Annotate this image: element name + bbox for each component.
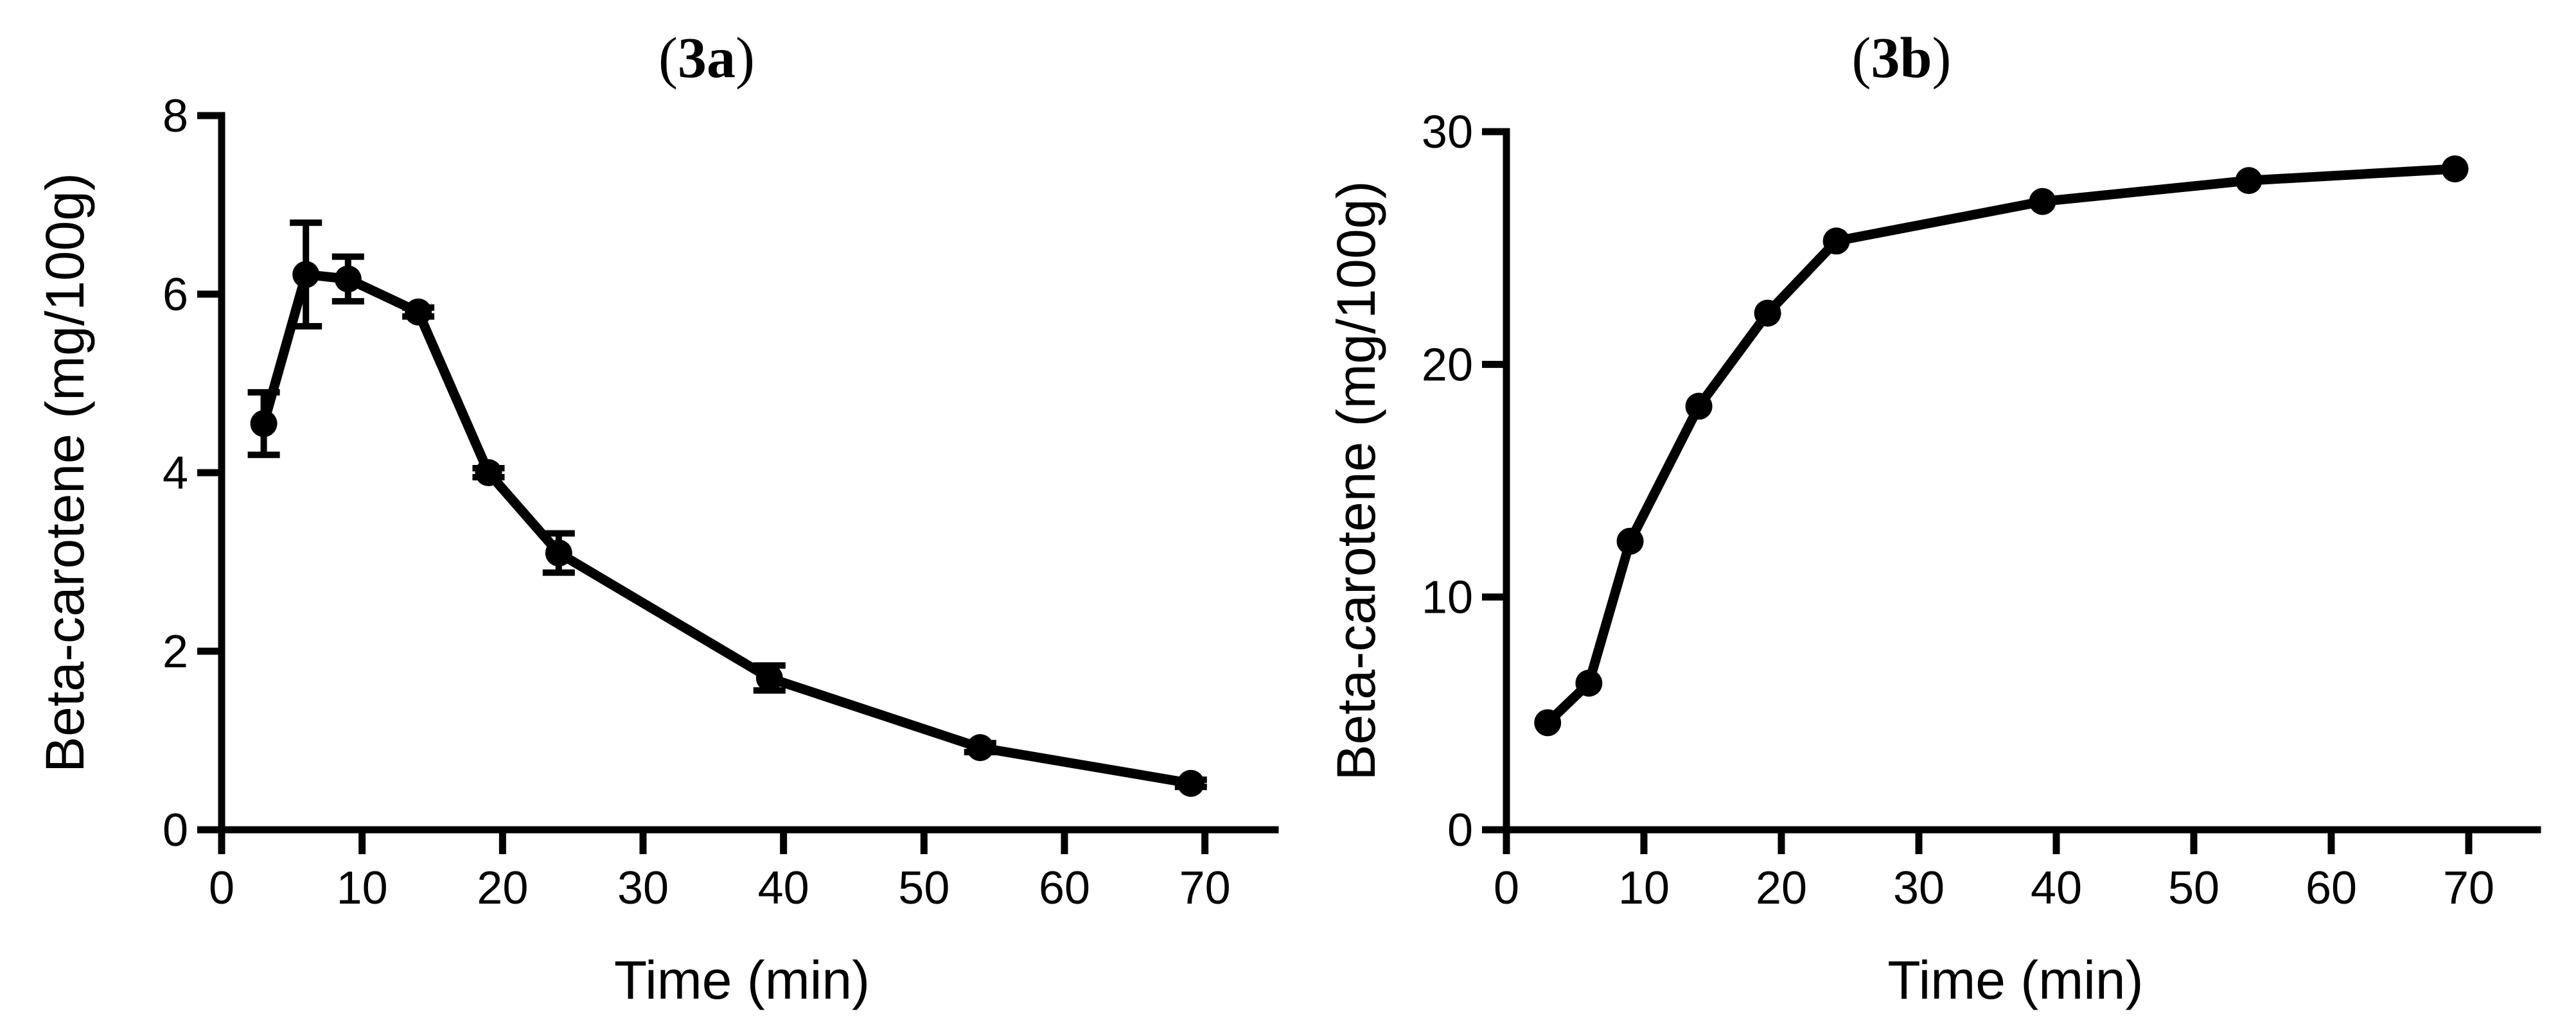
x-axis-label: Time (min): [1887, 950, 2143, 1010]
x-tick-label: 20: [477, 863, 528, 914]
series-line: [1542, 164, 2460, 728]
x-tick-label: 20: [1756, 863, 1807, 914]
x-tick-label: 70: [2443, 863, 2494, 914]
y-tick-label: 30: [1422, 107, 1473, 158]
x-tick-label: 40: [758, 863, 809, 914]
data-point: [1616, 527, 1644, 555]
y-tick-label: 2: [163, 626, 188, 678]
data-point: [2441, 155, 2469, 182]
series-line: [259, 269, 1196, 789]
data-point: [405, 298, 432, 326]
data-point: [250, 410, 278, 437]
data-point: [2235, 167, 2263, 195]
data-point: [966, 734, 994, 762]
data-point: [1754, 299, 1781, 327]
y-tick-label: 4: [163, 448, 188, 499]
x-tick-label: 40: [2031, 863, 2082, 914]
data-point: [1177, 769, 1204, 797]
chart-panel-3a: (3a) 0 2 4 6 8 0 10 20 30 40 50 60 70 Time (min) Beta-c…: [35, 26, 1279, 1010]
data-point: [545, 539, 572, 567]
y-tick-label: 10: [1422, 572, 1473, 624]
data-point: [475, 459, 502, 486]
y-tick-label: 20: [1422, 339, 1473, 390]
data-point: [755, 664, 783, 692]
data-point: [1822, 227, 1850, 255]
x-tick-label: 30: [1893, 863, 1945, 914]
y-axis-label: Beta-carotene (mg/100g): [1326, 181, 1386, 781]
data-point: [1685, 392, 1713, 420]
x-tick-label: 10: [337, 863, 388, 914]
x-axis-label: Time (min): [614, 950, 870, 1010]
x-tick-label: 50: [2168, 863, 2219, 914]
chart-title: (3a): [658, 26, 755, 90]
data-point: [1575, 669, 1603, 697]
y-tick-label: 0: [163, 805, 188, 856]
x-tick-label: 60: [1039, 863, 1090, 914]
y-tick-label: 6: [163, 269, 188, 320]
y-tick-label: 0: [1447, 805, 1473, 856]
x-tick-label: 0: [209, 863, 234, 914]
data-point: [2029, 188, 2056, 215]
y-axis-label: Beta-carotene (mg/100g): [35, 173, 95, 773]
data-point: [334, 265, 362, 293]
y-tick-label: 8: [163, 91, 188, 142]
chart-panel-3b: (3b) 0 10 20 30 0 10 20 30 40 50 60 70 Time (min) Beta…: [1326, 26, 2541, 1010]
x-tick-label: 0: [1494, 863, 1519, 914]
data-point: [292, 261, 320, 288]
chart-title: (3b): [1851, 26, 1951, 90]
x-tick-label: 10: [1618, 863, 1670, 914]
x-tick-label: 60: [2306, 863, 2357, 914]
x-tick-label: 30: [617, 863, 669, 914]
x-tick-label: 50: [898, 863, 949, 914]
data-point: [1534, 709, 1562, 737]
x-tick-label: 70: [1179, 863, 1231, 914]
